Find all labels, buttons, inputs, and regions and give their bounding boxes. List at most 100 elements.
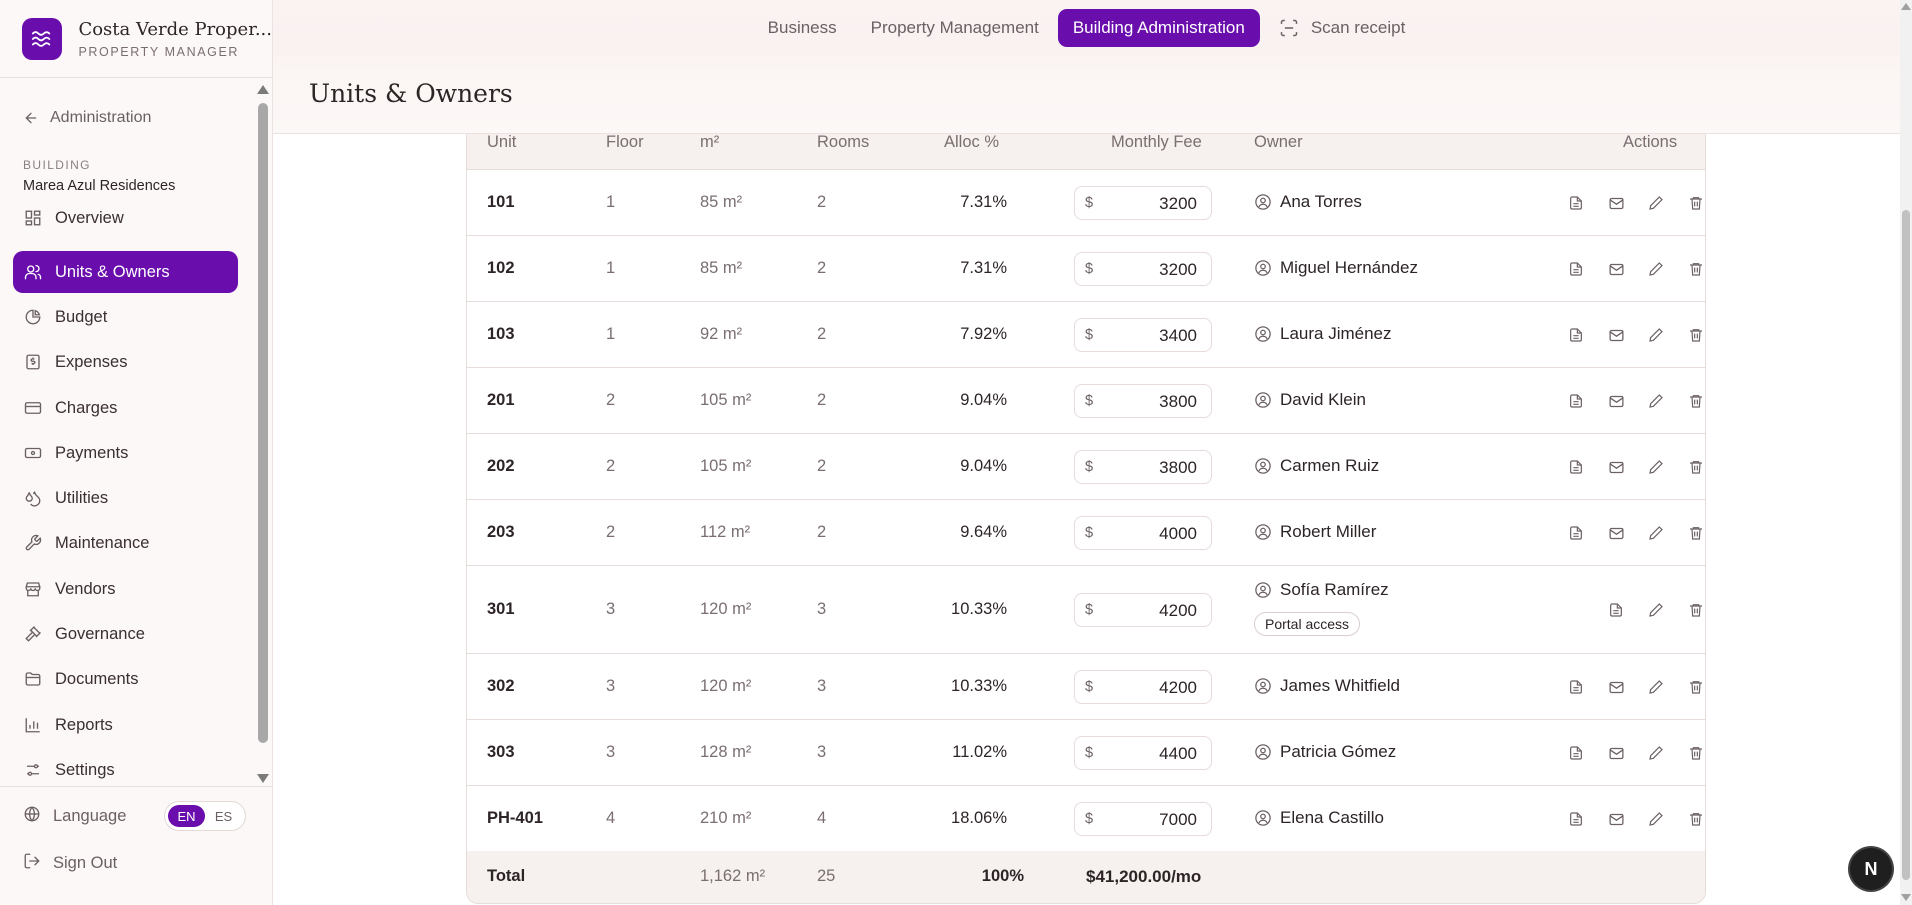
sidebar-item-budget[interactable]: Budget [13,296,238,338]
header-alloc[interactable]: Alloc % [944,134,1000,151]
view-document-button[interactable] [1606,600,1626,620]
edit-unit-button[interactable] [1646,600,1666,620]
sign-out-button[interactable]: Sign Out [23,852,117,875]
email-owner-button[interactable] [1606,259,1626,279]
email-owner-button[interactable] [1606,193,1626,213]
delete-unit-button[interactable] [1686,600,1705,620]
back-to-administration-link[interactable]: Administration [23,109,151,127]
edit-unit-button[interactable] [1646,743,1666,763]
tab-building-administration[interactable]: Building Administration [1057,9,1260,47]
header-rooms[interactable]: Rooms [817,134,870,151]
monthly-fee-input[interactable]: $3200 [1074,186,1212,220]
delete-unit-button[interactable] [1686,677,1705,697]
edit-unit-button[interactable] [1646,259,1666,279]
sidebar-item-payments[interactable]: Payments [13,432,238,474]
table-row[interactable]: 301 3 120 m² 3 10.33% $4200 Sofía Ramírez Porta… [467,566,1705,654]
monthly-fee-input[interactable]: $3200 [1074,252,1212,286]
owner-cell[interactable]: Patricia Gómez [1254,742,1396,762]
delete-unit-button[interactable] [1686,809,1705,829]
email-owner-button[interactable] [1606,743,1626,763]
tab-business[interactable]: Business [753,9,852,47]
sidebar-item-expenses[interactable]: Expenses [13,341,238,383]
view-document-button[interactable] [1566,193,1586,213]
view-document-button[interactable] [1566,677,1586,697]
tab-property-management[interactable]: Property Management [856,9,1054,47]
edit-unit-button[interactable] [1646,809,1666,829]
edit-unit-button[interactable] [1646,523,1666,543]
lang-option-es[interactable]: ES [214,808,233,824]
sidebar-item-charges[interactable]: Charges [13,387,238,429]
view-document-button[interactable] [1566,743,1586,763]
delete-unit-button[interactable] [1686,259,1705,279]
header-monthly-fee[interactable]: Monthly Fee [1111,134,1202,151]
view-document-button[interactable] [1566,391,1586,411]
sidebar-item-governance[interactable]: Governance [13,613,238,655]
header-owner[interactable]: Owner [1254,134,1303,151]
monthly-fee-input[interactable]: $3800 [1074,384,1212,418]
sidebar-item-reports[interactable]: Reports [13,704,238,746]
edit-unit-button[interactable] [1646,457,1666,477]
view-document-button[interactable] [1566,523,1586,543]
owner-cell[interactable]: Carmen Ruiz [1254,456,1379,476]
table-row[interactable]: 203 2 112 m² 2 9.64% $4000 Robert Miller [467,500,1705,566]
sidebar-scroll-up-arrow[interactable] [257,85,269,94]
monthly-fee-input[interactable]: $4200 [1074,593,1212,627]
page-scroll-up-arrow[interactable] [1901,3,1911,10]
view-document-button[interactable] [1566,259,1586,279]
delete-unit-button[interactable] [1686,457,1705,477]
email-owner-button[interactable] [1606,809,1626,829]
delete-unit-button[interactable] [1686,743,1705,763]
header-area[interactable]: m² [700,134,720,151]
table-row[interactable]: 101 1 85 m² 2 7.31% $3200 Ana Torres [467,170,1705,236]
owner-cell[interactable]: James Whitfield [1254,676,1400,696]
owner-cell[interactable]: Laura Jiménez [1254,324,1392,344]
sidebar-item-utilities[interactable]: Utilities [13,477,238,519]
sidebar-item-documents[interactable]: Documents [13,658,238,700]
monthly-fee-input[interactable]: $4000 [1074,516,1212,550]
monthly-fee-input[interactable]: $3400 [1074,318,1212,352]
lang-option-en[interactable]: EN [168,805,205,827]
page-scroll-down-arrow[interactable] [1901,894,1911,901]
edit-unit-button[interactable] [1646,325,1666,345]
sidebar-item-units-owners[interactable]: Units & Owners [13,251,238,293]
page-scrollbar-thumb[interactable] [1902,210,1910,880]
brand-header[interactable]: Costa Verde Proper... PROPERTY MANAGER [0,0,272,78]
header-unit[interactable]: Unit [487,134,517,151]
view-document-button[interactable] [1566,325,1586,345]
monthly-fee-input[interactable]: $4200 [1074,670,1212,704]
edit-unit-button[interactable] [1646,391,1666,411]
view-document-button[interactable] [1566,457,1586,477]
monthly-fee-input[interactable]: $7000 [1074,802,1212,836]
email-owner-button[interactable] [1606,325,1626,345]
table-row[interactable]: 302 3 120 m² 3 10.33% $4200 James Whitfield [467,654,1705,720]
email-owner-button[interactable] [1606,677,1626,697]
sidebar-item-overview[interactable]: Overview [13,197,238,239]
table-row[interactable]: 202 2 105 m² 2 9.04% $3800 Carmen Ruiz [467,434,1705,500]
sidebar-scrollbar-thumb[interactable] [258,103,268,743]
monthly-fee-input[interactable]: $4400 [1074,736,1212,770]
assistant-button[interactable]: N [1850,848,1892,890]
email-owner-button[interactable] [1606,457,1626,477]
owner-cell[interactable]: Sofía Ramírez [1254,580,1389,600]
owner-cell[interactable]: Ana Torres [1254,192,1362,212]
sidebar-item-maintenance[interactable]: Maintenance [13,522,238,564]
owner-cell[interactable]: David Klein [1254,390,1366,410]
scan-receipt-button[interactable]: Scan receipt [1264,9,1421,47]
delete-unit-button[interactable] [1686,391,1705,411]
table-row[interactable]: 102 1 85 m² 2 7.31% $3200 Miguel Hernández [467,236,1705,302]
table-row[interactable]: 201 2 105 m² 2 9.04% $3800 David Klein [467,368,1705,434]
edit-unit-button[interactable] [1646,677,1666,697]
sidebar-item-vendors[interactable]: Vendors [13,568,238,610]
table-row[interactable]: 303 3 128 m² 3 11.02% $4400 Patricia Gómez [467,720,1705,786]
owner-cell[interactable]: Robert Miller [1254,522,1376,542]
table-row[interactable]: PH-401 4 210 m² 4 18.06% $7000 Elena Castillo [467,786,1705,852]
header-floor[interactable]: Floor [606,134,644,151]
delete-unit-button[interactable] [1686,193,1705,213]
table-row[interactable]: 103 1 92 m² 2 7.92% $3400 Laura Jiménez [467,302,1705,368]
owner-cell[interactable]: Elena Castillo [1254,808,1384,828]
monthly-fee-input[interactable]: $3800 [1074,450,1212,484]
owner-cell[interactable]: Miguel Hernández [1254,258,1418,278]
email-owner-button[interactable] [1606,523,1626,543]
email-owner-button[interactable] [1606,391,1626,411]
delete-unit-button[interactable] [1686,325,1705,345]
